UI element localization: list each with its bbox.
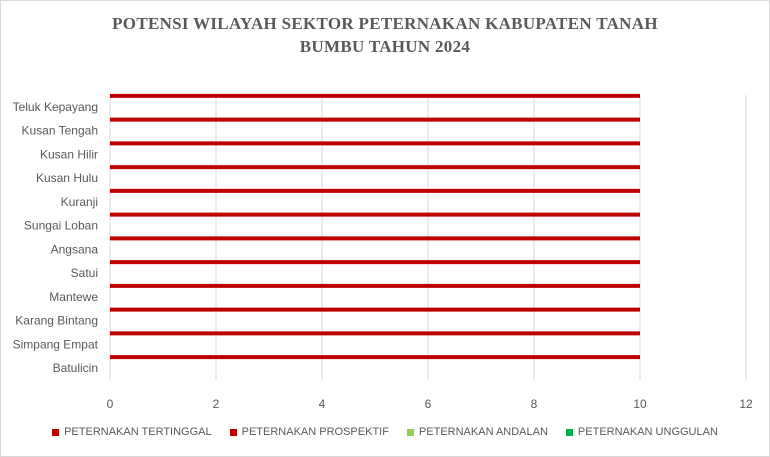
- legend-item-andalan: PETERNAKAN ANDALAN: [406, 426, 548, 438]
- legend-label-andalan: PETERNAKAN ANDALAN: [418, 426, 548, 438]
- bar-2-4: [110, 165, 640, 170]
- bar-2-6: [110, 212, 640, 217]
- chart-title-line-1: POTENSI WILAYAH SEKTOR PETERNAKAN KABUPA…: [112, 14, 658, 33]
- chart-title: POTENSI WILAYAH SEKTOR PETERNAKAN KABUPA…: [0, 12, 770, 58]
- legend-item-prospektif: PETERNAKAN PROSPEKTIF: [229, 426, 389, 438]
- category-label: Teluk Kepayang: [13, 100, 98, 114]
- category-label: Mantewe: [49, 290, 98, 304]
- bar-2-11: [110, 331, 640, 336]
- legend-swatch-tertinggal: [52, 428, 60, 436]
- chart-title-line-2: BUMBU TAHUN 2024: [299, 37, 471, 56]
- legend-item-unggulan: PETERNAKAN UNGGULAN: [565, 426, 718, 438]
- category-label: Satui: [71, 266, 98, 280]
- x-tick-label-12: 12: [739, 397, 753, 411]
- legend-label-prospektif: PETERNAKAN PROSPEKTIF: [241, 426, 389, 438]
- x-tick-label-8: 8: [531, 397, 538, 411]
- category-label: Kusan Hilir: [40, 147, 98, 161]
- category-label: Kuranji: [61, 195, 98, 209]
- legend-label-tertinggal: PETERNAKAN TERTINGGAL: [64, 426, 212, 438]
- bar-2-7: [110, 236, 640, 241]
- bar-2-5: [110, 188, 640, 193]
- x-tick-label-0: 0: [107, 397, 114, 411]
- legend-swatch-andalan: [406, 428, 414, 436]
- legend-label-unggulan: PETERNAKAN UNGGULAN: [577, 426, 718, 438]
- category-label: Sungai Loban: [24, 219, 98, 233]
- bar-2-9: [110, 283, 640, 288]
- bar-2-1: [110, 93, 640, 98]
- category-label: Batulicin: [53, 361, 98, 375]
- bar-2-10: [110, 307, 640, 312]
- category-label: Kusan Hulu: [36, 171, 98, 185]
- category-label: Kusan Tengah: [21, 124, 98, 138]
- x-tick-label-10: 10: [633, 397, 647, 411]
- x-tick-label-2: 2: [213, 397, 220, 411]
- bar-2-8: [110, 260, 640, 265]
- legend-item-tertinggal: PETERNAKAN TERTINGGAL: [52, 426, 212, 438]
- bar-2-2: [110, 117, 640, 122]
- legend: PETERNAKAN TERTINGGAL PETERNAKAN PROSPEK…: [0, 426, 770, 438]
- x-tick-label-6: 6: [425, 397, 432, 411]
- x-tick-label-4: 4: [319, 397, 326, 411]
- category-label: Simpang Empat: [13, 337, 99, 351]
- category-label: Angsana: [51, 242, 99, 256]
- bar-2-3: [110, 141, 640, 146]
- category-label: Karang Bintang: [15, 314, 98, 328]
- bar-2-12: [110, 355, 640, 360]
- legend-swatch-unggulan: [565, 428, 573, 436]
- legend-swatch-prospektif: [229, 428, 237, 436]
